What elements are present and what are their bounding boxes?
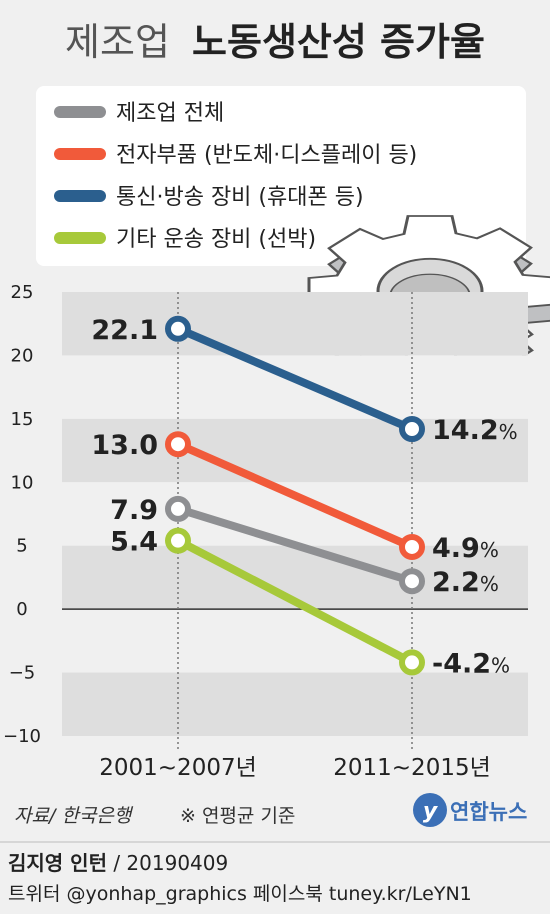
- social-line: 트위터 @yonhap_graphics 페이스북 tuney.kr/LeYN1: [8, 883, 472, 905]
- y-tick-label: 10: [11, 472, 34, 493]
- legend-box: [36, 86, 526, 266]
- grid-bands: [62, 292, 528, 736]
- data-point: [399, 533, 425, 560]
- date: / 20190409: [113, 851, 228, 875]
- data-label-unit: %: [491, 653, 510, 677]
- series-line: 13.0 4.9%: [91, 430, 498, 564]
- logo-mark-icon: [413, 793, 447, 827]
- note-text: ※ 연평균 기준: [180, 805, 295, 827]
- data-label: 22.1: [91, 315, 158, 346]
- title-main: 노동생산성 증가율: [192, 20, 485, 64]
- line-chart: 25 20 15 10 5 0 −5 −10 22.1 14.2% 13.0 4.9% 7.9 2.2%…: [3, 282, 528, 781]
- data-point: [399, 416, 425, 443]
- grid-band: [62, 418, 528, 483]
- y-axis: 25 20 15 10 5 0 −5 −10: [3, 282, 41, 747]
- legend-label: 전자부품 (반도체·디스플레이 등): [116, 143, 417, 168]
- yonhap-logo: y 연합뉴스: [413, 793, 527, 827]
- series-group: 22.1 14.2% 13.0 4.9% 7.9 2.2% 5.4 -4.2%: [91, 315, 517, 680]
- series-line: 22.1 14.2%: [91, 315, 517, 446]
- y-tick-label: −10: [3, 726, 41, 747]
- credit-line: 김지영 인턴 / 20190409: [8, 851, 228, 875]
- y-tick-label: −5: [9, 663, 36, 684]
- data-label: 13.0: [91, 430, 158, 461]
- data-label: 7.9: [110, 495, 158, 526]
- data-point: [165, 315, 191, 342]
- data-label-value: 14.2: [432, 415, 499, 446]
- y-tick-label: 25: [11, 282, 34, 303]
- data-label-unit: %: [480, 572, 499, 596]
- series-segment: [174, 536, 416, 667]
- data-label: 5.4: [110, 527, 158, 558]
- source-text: 자료/ 한국은행: [14, 805, 134, 827]
- svg-text:y: y: [423, 799, 439, 824]
- data-point: [399, 568, 425, 595]
- page-title: 제조업 노동생산성 증가율: [65, 20, 485, 64]
- data-point: [165, 495, 191, 522]
- data-label: 14.2%: [432, 415, 518, 446]
- title-prefix: 제조업: [65, 20, 170, 64]
- grid-band: [62, 609, 528, 673]
- series-segment: [174, 324, 416, 434]
- series-line: 5.4 -4.2%: [110, 527, 510, 680]
- x-tick-label: 2011~2015년: [333, 755, 491, 781]
- data-label-value: 2.2: [432, 567, 480, 598]
- logo-text: 연합뉴스: [450, 800, 527, 824]
- data-label-unit: %: [480, 538, 499, 562]
- y-tick-label: 15: [11, 409, 34, 430]
- author: 김지영 인턴: [8, 851, 107, 875]
- x-axis: 2001~2007년 2011~2015년: [99, 755, 491, 781]
- grid-band: [62, 355, 528, 419]
- legend-label: 제조업 전체: [116, 101, 224, 126]
- x-tick-label: 2001~2007년: [99, 755, 257, 781]
- data-point: [165, 527, 191, 554]
- grid-band: [62, 292, 528, 356]
- y-tick-label: 0: [16, 599, 27, 620]
- data-point: [165, 431, 191, 458]
- y-tick-label: 20: [11, 345, 34, 366]
- data-label: 4.9%: [432, 533, 499, 564]
- series-segment: [174, 440, 416, 551]
- grid-band: [62, 672, 528, 736]
- data-label-unit: %: [499, 420, 518, 444]
- data-label-value: 4.9: [432, 533, 480, 564]
- data-label: -4.2%: [432, 648, 510, 679]
- data-label: 2.2%: [432, 567, 499, 598]
- series-segment: [174, 504, 416, 586]
- data-point: [399, 649, 425, 676]
- legend-label: 통신·방송 장비 (휴대폰 등): [116, 185, 364, 210]
- y-tick-label: 5: [16, 536, 27, 557]
- series-line: 7.9 2.2%: [110, 495, 499, 598]
- legend-label: 기타 운송 장비 (선박): [116, 227, 316, 252]
- data-label-value: -4.2: [432, 648, 491, 679]
